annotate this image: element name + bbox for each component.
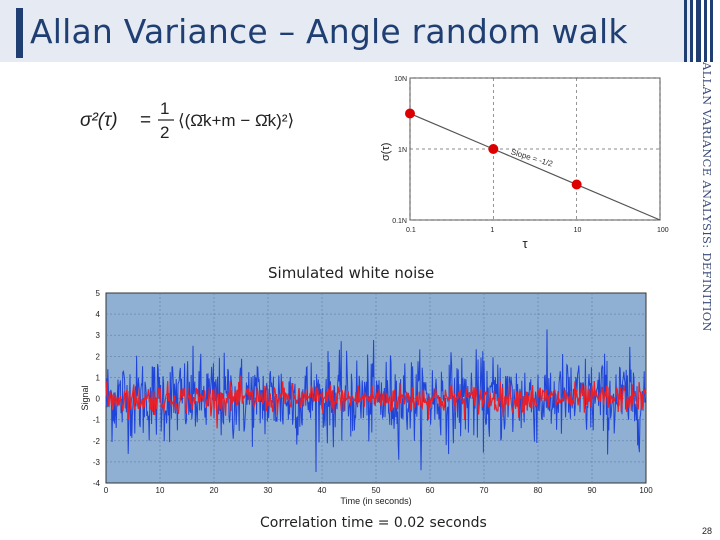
- y-axis-label: σ(τ): [380, 143, 392, 161]
- data-point: [571, 179, 582, 190]
- x-axis-label: τ: [523, 236, 529, 248]
- title-accent-bar: [16, 8, 23, 58]
- x-tick-label: 90: [588, 486, 597, 495]
- x-tick-label: 1: [490, 227, 494, 234]
- x-tick-label: 30: [264, 486, 273, 495]
- formula-rhs: ⟨(Ω̄k+m − Ω̄k)²⟩: [178, 111, 294, 130]
- y-tick-label: 1N: [398, 147, 407, 154]
- page-number: 28: [701, 526, 712, 536]
- x-tick-label: 0: [104, 486, 109, 495]
- y-tick-label: 2: [96, 352, 101, 361]
- y-tick-label: -4: [93, 479, 101, 488]
- data-point: [488, 144, 499, 154]
- x-tick-label: 0.1: [406, 227, 416, 234]
- noise-series-blue: [105, 329, 647, 473]
- x-tick-label: 100: [639, 486, 653, 495]
- x-tick-label: 50: [372, 486, 381, 495]
- y-tick-label: 3: [96, 331, 101, 340]
- y-tick-label: 1: [96, 373, 101, 382]
- x-tick-label: 80: [534, 486, 543, 495]
- x-tick-label: 60: [426, 486, 435, 495]
- y-tick-label: 10N: [394, 76, 407, 83]
- correlation-time-caption: Correlation time = 0.02 seconds: [260, 515, 487, 531]
- data-point: [405, 108, 415, 119]
- y-tick-label: -3: [93, 458, 101, 467]
- noise-chart-title: Simulated white noise: [268, 264, 435, 282]
- x-tick-label: 100: [657, 227, 669, 234]
- side-section-label: ALLAN VARIANCE ANALYSIS: DEFINITION: [700, 62, 714, 332]
- y-tick-label: 0: [96, 395, 101, 404]
- y-tick-label: 0.1N: [392, 218, 407, 225]
- formula-equals: =: [140, 110, 151, 131]
- allan-variance-formula: σ²(τ) = 1 2 ⟨(Ω̄k+m − Ω̄k)²⟩: [80, 99, 294, 142]
- formula-lhs: σ²(τ): [80, 110, 118, 131]
- title-band: [0, 0, 690, 62]
- y-tick-label: 5: [96, 289, 101, 298]
- y-tick-label: -2: [93, 437, 101, 446]
- slope-line: [409, 112, 661, 221]
- x-tick-label: 10: [156, 486, 165, 495]
- x-tick-label: 10: [574, 227, 582, 234]
- y-tick-label: 4: [96, 310, 101, 319]
- noise-series-red: [105, 375, 647, 429]
- formula-numerator: 1: [160, 99, 169, 118]
- x-tick-label: 70: [480, 486, 489, 495]
- x-tick-label: 40: [318, 486, 327, 495]
- y-axis-label: Signal: [80, 386, 90, 411]
- formula-denominator: 2: [160, 123, 169, 142]
- y-tick-label: -1: [93, 416, 101, 425]
- slide-title: Allan Variance – Angle random walk: [30, 12, 628, 51]
- x-tick-label: 20: [210, 486, 219, 495]
- x-axis-label: Time (in seconds): [340, 496, 411, 506]
